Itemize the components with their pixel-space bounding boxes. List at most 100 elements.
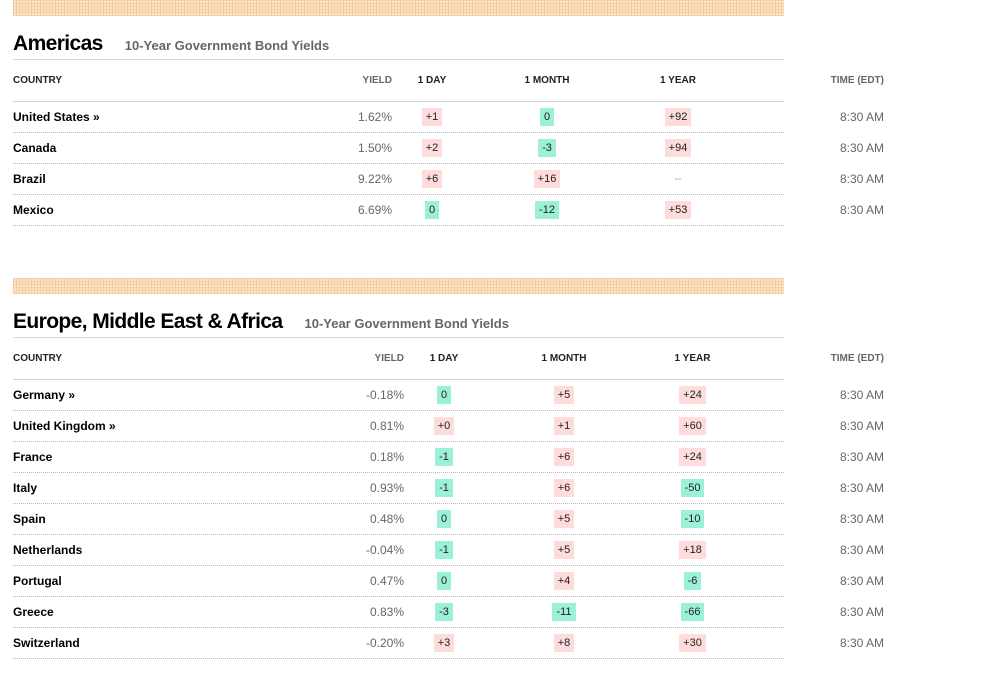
change-1-year: +24 [644,448,741,466]
change-badge: +53 [664,201,692,219]
table-row: Brazil 9.22% +6 +16 -- 8:30 AM [13,164,884,195]
time-value: 8:30 AM [839,141,884,155]
col-country: COUNTRY [13,353,63,364]
col-yield: YIELD [374,353,404,364]
change-1-day: +0 [404,417,484,435]
table-row: France 0.18% -1 +6 +24 8:30 AM [13,442,884,473]
change-1-year: +53 [622,201,734,219]
time-value: 8:30 AM [839,636,884,650]
change-badge: +1 [421,108,443,126]
change-1-month: +4 [484,572,644,590]
change-badge: +60 [679,417,706,435]
col-time: TIME (EDT) [830,353,884,364]
change-1-month: +5 [484,386,644,404]
yield-value: 1.50% [357,141,392,155]
time-value: 8:30 AM [839,419,884,433]
section-divider-stripe [13,0,784,16]
country-name: Mexico [13,203,54,217]
change-badge: -11 [552,603,576,621]
country-name[interactable]: United Kingdom » [13,419,116,433]
change-1-year: +30 [644,634,741,652]
section-divider-stripe [13,278,784,294]
change-badge: -3 [538,139,556,157]
time-value: 8:30 AM [839,574,884,588]
country-name: Italy [13,481,38,495]
country-name: Switzerland [13,636,80,650]
section-heading: Europe, Middle East & Africa 10-Year Gov… [13,294,784,338]
table-row: Germany » -0.18% 0 +5 +24 8:30 AM [13,380,884,411]
change-1-month: +1 [484,417,644,435]
table-header: COUNTRY YIELD 1 DAY 1 MONTH 1 YEAR TIME … [13,338,884,380]
change-badge: +1 [553,417,575,435]
country-name: Brazil [13,172,46,186]
time-value: 8:30 AM [839,110,884,124]
table-header: COUNTRY YIELD 1 DAY 1 MONTH 1 YEAR TIME … [13,60,884,102]
change-1-day: -3 [404,603,484,621]
yield-value: 0.81% [369,419,404,433]
change-1-day: 0 [392,201,472,219]
change-badge: +16 [533,170,561,188]
country-name: Spain [13,512,46,526]
table-row: United States » 1.62% +1 0 +92 8:30 AM [13,102,884,133]
change-badge: +24 [679,386,706,404]
col-1-day: 1 DAY [417,75,447,86]
table-row: Netherlands -0.04% -1 +5 +18 8:30 AM [13,535,884,566]
change-1-day: +1 [392,108,472,126]
change-1-year: -- [622,170,734,188]
yield-value: -0.04% [365,543,404,557]
change-badge: +18 [679,541,706,559]
country-name: Netherlands [13,543,83,557]
table-row: Italy 0.93% -1 +6 -50 8:30 AM [13,473,884,504]
change-badge: -1 [435,541,453,559]
change-badge: +5 [553,386,575,404]
change-1-year: -50 [644,479,741,497]
col-1-month: 1 MONTH [541,353,587,364]
table-row: Switzerland -0.20% +3 +8 +30 8:30 AM [13,628,884,659]
yield-value: 0.83% [369,605,404,619]
country-name[interactable]: Germany » [13,388,76,402]
section-heading: Americas 10-Year Government Bond Yields [13,16,784,60]
change-1-day: +6 [392,170,472,188]
change-1-day: 0 [404,572,484,590]
time-value: 8:30 AM [839,203,884,217]
col-yield: YIELD [362,75,392,86]
change-1-day: 0 [404,386,484,404]
change-1-year: +18 [644,541,741,559]
table-body: Germany » -0.18% 0 +5 +24 8:30 AM United Kingd… [13,380,884,659]
time-value: 8:30 AM [839,172,884,186]
region-subtitle: 10-Year Government Bond Yields [124,38,330,53]
country-name: France [13,450,53,464]
col-1-year: 1 YEAR [674,353,711,364]
table-row: Spain 0.48% 0 +5 -10 8:30 AM [13,504,884,535]
change-badge: +92 [664,108,692,126]
col-1-day: 1 DAY [429,353,459,364]
change-badge: -66 [680,603,705,621]
change-badge: -1 [435,448,453,466]
change-1-day: -1 [404,448,484,466]
change-1-month: +6 [484,448,644,466]
yield-value: 0.93% [369,481,404,495]
country-name: Greece [13,605,54,619]
change-1-year: +94 [622,139,734,157]
change-badge: 0 [436,510,452,528]
change-badge: +3 [433,634,455,652]
change-badge: +2 [421,139,443,157]
change-1-year: -66 [644,603,741,621]
time-value: 8:30 AM [839,543,884,557]
change-1-day: 0 [404,510,484,528]
change-badge: -- [674,173,682,185]
yield-value: 0.48% [369,512,404,526]
col-country: COUNTRY [13,75,63,86]
change-badge: +24 [679,448,706,466]
change-badge: -6 [683,572,702,590]
yield-value: 9.22% [357,172,392,186]
change-1-month: +6 [484,479,644,497]
change-badge: +6 [553,479,575,497]
yield-value: 6.69% [357,203,392,217]
col-time: TIME (EDT) [830,75,884,86]
change-1-month: -11 [484,603,644,621]
table-row: Mexico 6.69% 0 -12 +53 8:30 AM [13,195,884,226]
country-name[interactable]: United States » [13,110,100,124]
change-badge: -12 [535,201,559,219]
col-1-month: 1 MONTH [524,75,570,86]
